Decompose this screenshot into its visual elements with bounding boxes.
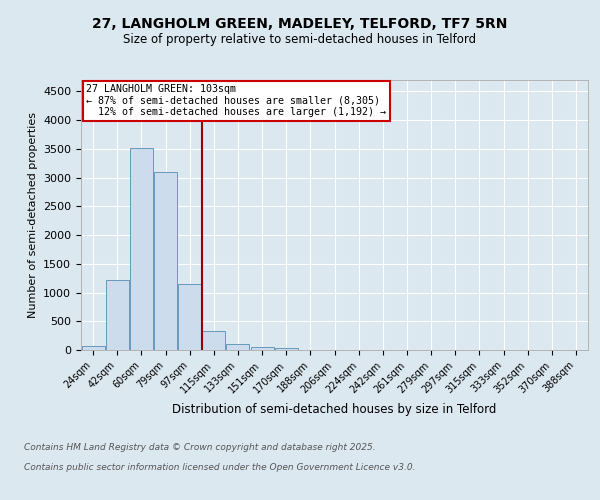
Bar bbox=[226, 344, 250, 350]
Bar bbox=[82, 346, 104, 350]
Bar bbox=[106, 280, 128, 350]
Bar bbox=[130, 148, 153, 350]
Bar bbox=[178, 284, 201, 350]
Text: Contains HM Land Registry data © Crown copyright and database right 2025.: Contains HM Land Registry data © Crown c… bbox=[24, 442, 376, 452]
Text: Contains public sector information licensed under the Open Government Licence v3: Contains public sector information licen… bbox=[24, 462, 415, 471]
Text: Size of property relative to semi-detached houses in Telford: Size of property relative to semi-detach… bbox=[124, 32, 476, 46]
Y-axis label: Number of semi-detached properties: Number of semi-detached properties bbox=[28, 112, 38, 318]
X-axis label: Distribution of semi-detached houses by size in Telford: Distribution of semi-detached houses by … bbox=[172, 403, 497, 416]
Bar bbox=[275, 348, 298, 350]
Text: 27 LANGHOLM GREEN: 103sqm
← 87% of semi-detached houses are smaller (8,305)
  12: 27 LANGHOLM GREEN: 103sqm ← 87% of semi-… bbox=[86, 84, 386, 117]
Bar bbox=[202, 331, 225, 350]
Bar bbox=[154, 172, 177, 350]
Bar bbox=[251, 346, 274, 350]
Text: 27, LANGHOLM GREEN, MADELEY, TELFORD, TF7 5RN: 27, LANGHOLM GREEN, MADELEY, TELFORD, TF… bbox=[92, 18, 508, 32]
